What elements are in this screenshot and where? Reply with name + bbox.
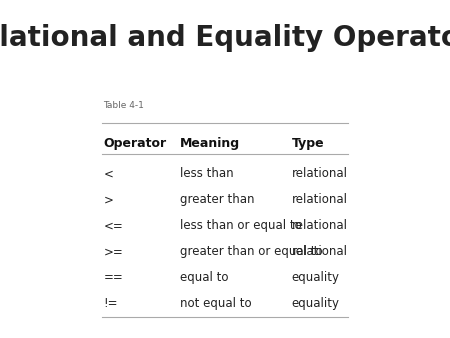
Text: Operator: Operator	[104, 137, 166, 150]
Text: >: >	[104, 193, 113, 206]
Text: !=: !=	[104, 297, 118, 310]
Text: relational: relational	[292, 219, 348, 232]
Text: Type: Type	[292, 137, 324, 150]
Text: less than: less than	[180, 167, 233, 180]
Text: ==: ==	[104, 271, 123, 284]
Text: Relational and Equality Operators: Relational and Equality Operators	[0, 24, 450, 52]
Text: relational: relational	[292, 245, 348, 258]
Text: greater than or equal to: greater than or equal to	[180, 245, 322, 258]
Text: relational: relational	[292, 193, 348, 206]
Text: Meaning: Meaning	[180, 137, 240, 150]
Text: equality: equality	[292, 297, 340, 310]
Text: less than or equal to: less than or equal to	[180, 219, 302, 232]
Text: Table 4-1: Table 4-1	[104, 101, 144, 111]
Text: equal to: equal to	[180, 271, 228, 284]
Text: <: <	[104, 167, 113, 180]
Text: equality: equality	[292, 271, 340, 284]
Text: greater than: greater than	[180, 193, 254, 206]
Text: <=: <=	[104, 219, 123, 232]
Text: not equal to: not equal to	[180, 297, 251, 310]
Text: relational: relational	[292, 167, 348, 180]
Text: >=: >=	[104, 245, 123, 258]
